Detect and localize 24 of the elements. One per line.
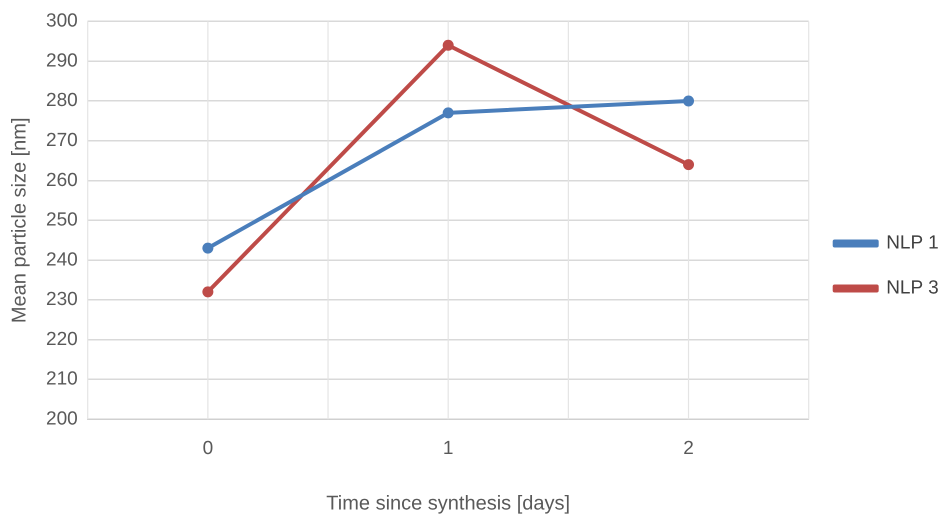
x-tick-label: 1 bbox=[442, 438, 454, 459]
y-tick-label: 290 bbox=[46, 50, 78, 72]
y-tick-label: 280 bbox=[46, 90, 78, 112]
point bbox=[202, 242, 214, 254]
y-tick-label: 230 bbox=[46, 289, 78, 310]
point bbox=[683, 95, 694, 106]
y-tick-label: 220 bbox=[46, 328, 78, 350]
x-tick-label: 0 bbox=[202, 438, 214, 459]
y-tick-label: 250 bbox=[46, 210, 78, 231]
legend-label: NLP 3 bbox=[886, 278, 939, 299]
y-tick-label: 240 bbox=[46, 249, 78, 270]
legend-label: NLP 1 bbox=[886, 232, 939, 254]
y-tick-label: 260 bbox=[46, 170, 78, 191]
x-tick-label: 2 bbox=[683, 438, 694, 459]
point bbox=[442, 107, 454, 118]
y-tick-label: 300 bbox=[46, 10, 78, 32]
point bbox=[683, 159, 694, 170]
point bbox=[442, 40, 454, 51]
x-axis-title: Time since synthesis [days] bbox=[326, 492, 570, 515]
y-axis-title: Mean particle size [nm] bbox=[8, 117, 31, 324]
point bbox=[202, 286, 214, 298]
y-tick-label: 270 bbox=[46, 130, 78, 151]
y-tick-label: 200 bbox=[46, 408, 78, 430]
y-tick-label: 210 bbox=[46, 368, 78, 390]
